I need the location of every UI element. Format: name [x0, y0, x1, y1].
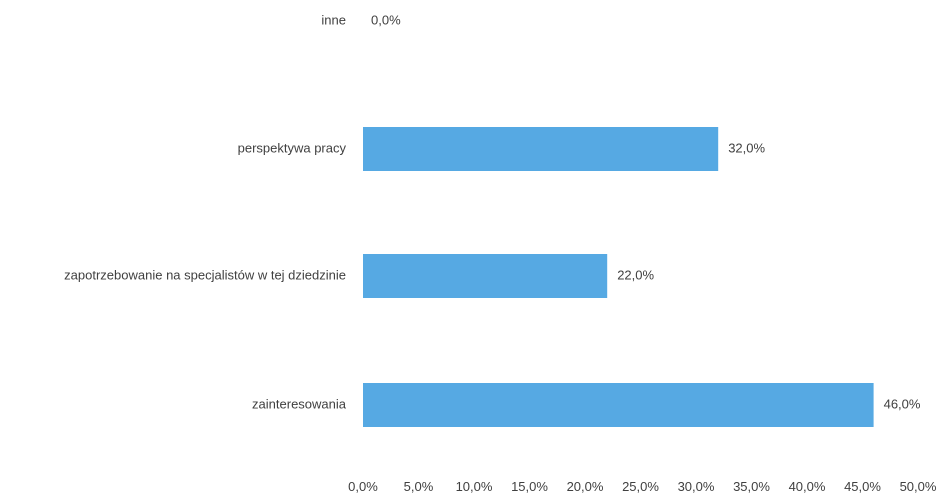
x-tick-label: 5,0%	[404, 479, 434, 494]
bar	[363, 254, 608, 298]
data-label: 22,0%	[617, 267, 654, 282]
bar	[363, 127, 719, 171]
category-label: zainteresowania	[252, 396, 347, 411]
bar	[363, 383, 874, 427]
x-tick-label: 0,0%	[348, 479, 378, 494]
x-tick-label: 20,0%	[567, 479, 604, 494]
x-tick-label: 30,0%	[678, 479, 715, 494]
x-tick-label: 10,0%	[456, 479, 493, 494]
x-tick-label: 25,0%	[622, 479, 659, 494]
x-tick-label: 40,0%	[789, 479, 826, 494]
data-label: 46,0%	[884, 396, 921, 411]
x-tick-label: 45,0%	[844, 479, 881, 494]
x-tick-label: 50,0%	[900, 479, 937, 494]
category-label: inne	[321, 12, 346, 27]
data-label: 32,0%	[728, 140, 765, 155]
category-label: perspektywa pracy	[238, 140, 347, 155]
x-tick-label: 15,0%	[511, 479, 548, 494]
data-label: 0,0%	[371, 12, 401, 27]
x-tick-label: 35,0%	[733, 479, 770, 494]
category-label: zapotrzebowanie na specjalistów w tej dz…	[64, 267, 346, 282]
